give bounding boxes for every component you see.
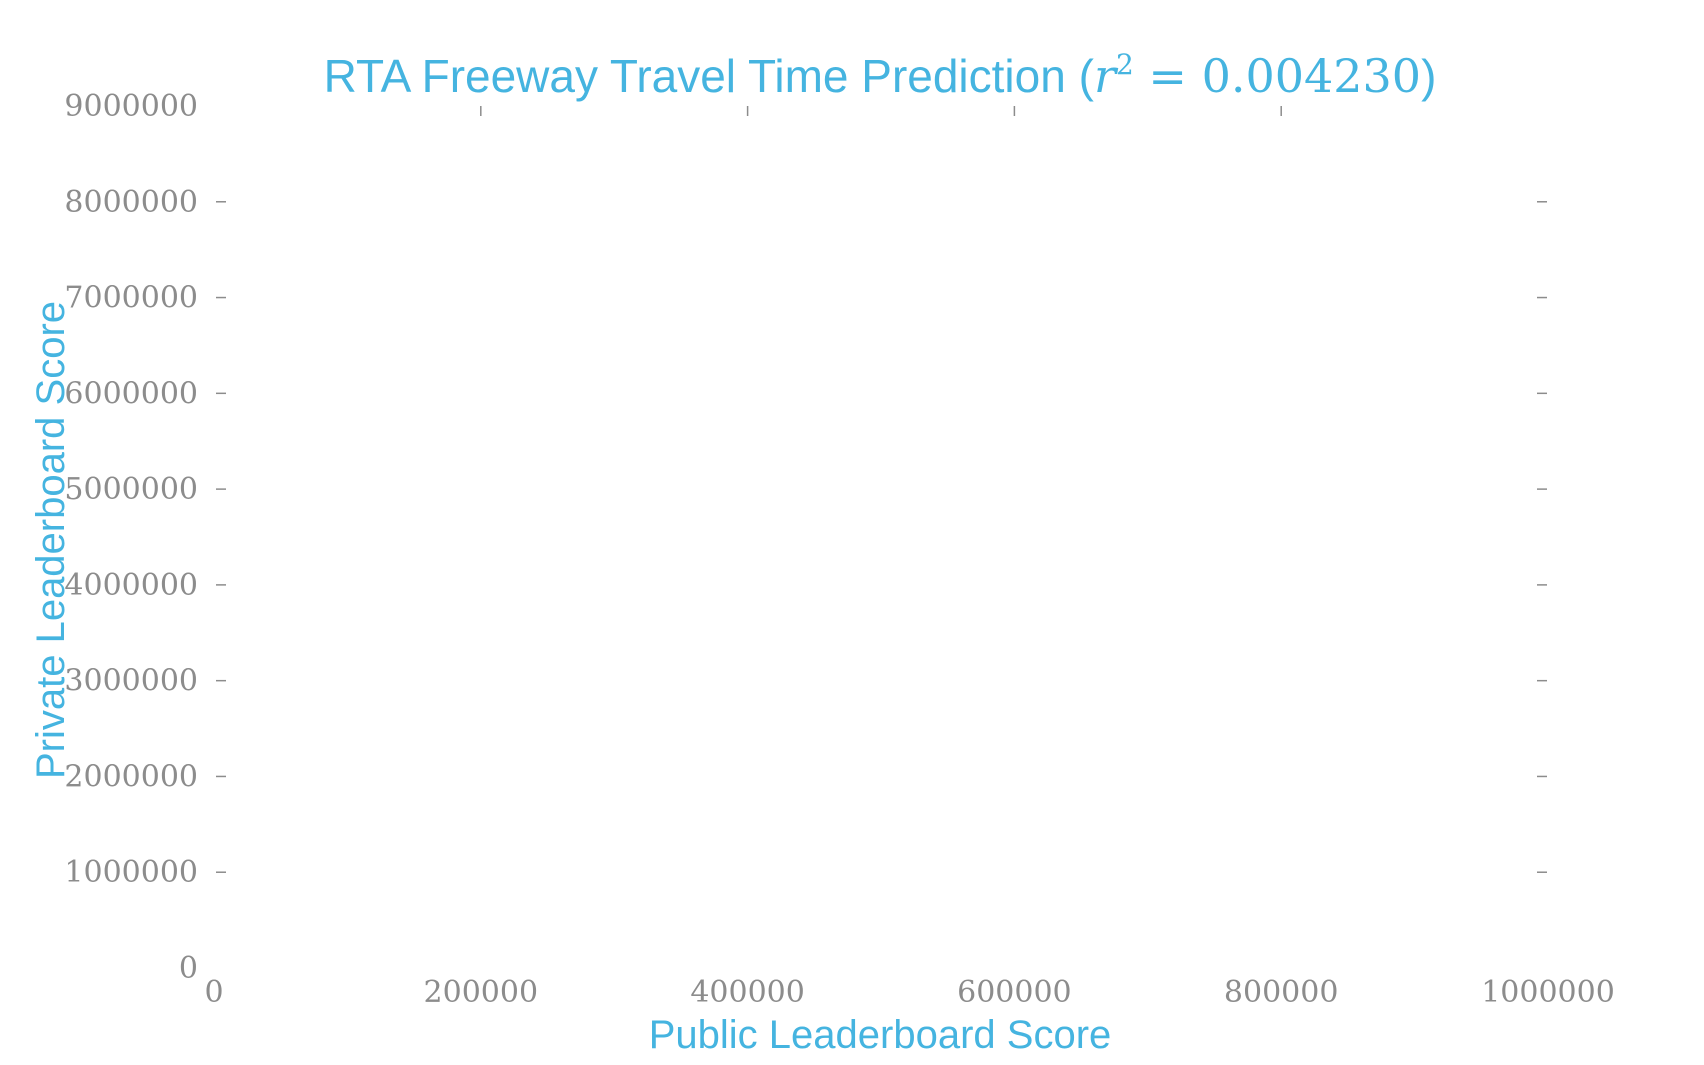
x-axis: 0 200000 400000 600000 800000 1000000	[204, 106, 1615, 1010]
x-tick-label: 400000	[690, 975, 805, 1010]
chart-title-metric: r	[1094, 49, 1119, 103]
x-tick-label: 1000000	[1481, 975, 1615, 1010]
y-axis-label: Private Leaderboard Score	[29, 301, 73, 779]
x-axis-label: Public Leaderboard Score	[649, 1013, 1112, 1057]
x-tick-label: 600000	[957, 975, 1072, 1010]
x-tick-label: 800000	[1224, 975, 1339, 1010]
x-tick-label: 200000	[424, 975, 539, 1010]
y-tick-label: 3000000	[64, 664, 198, 699]
y-tick-label: 0	[179, 951, 198, 986]
y-tick-label: 8000000	[64, 185, 198, 220]
y-axis: 0 1000000 2000000 3000000 4000000 5000000 6000…	[64, 89, 1547, 986]
y-tick-label: 4000000	[64, 568, 198, 603]
y-tick-label: 2000000	[64, 759, 198, 794]
y-tick-label: 1000000	[64, 855, 198, 890]
y-tick-label: 5000000	[64, 472, 198, 507]
chart-title-exponent: 2	[1116, 48, 1134, 81]
chart-title-value: 0.004230	[1202, 49, 1422, 103]
chart-title: RTA Freeway Travel Time Prediction (r2 =…	[324, 48, 1437, 103]
chart-title-text: RTA Freeway Travel Time Prediction	[324, 50, 1066, 102]
x-tick-label: 0	[204, 975, 223, 1010]
y-tick-label: 9000000	[64, 89, 198, 124]
chart-title-operator: =	[1134, 49, 1202, 103]
y-tick-label: 6000000	[64, 376, 198, 411]
y-tick-label: 7000000	[64, 281, 198, 316]
